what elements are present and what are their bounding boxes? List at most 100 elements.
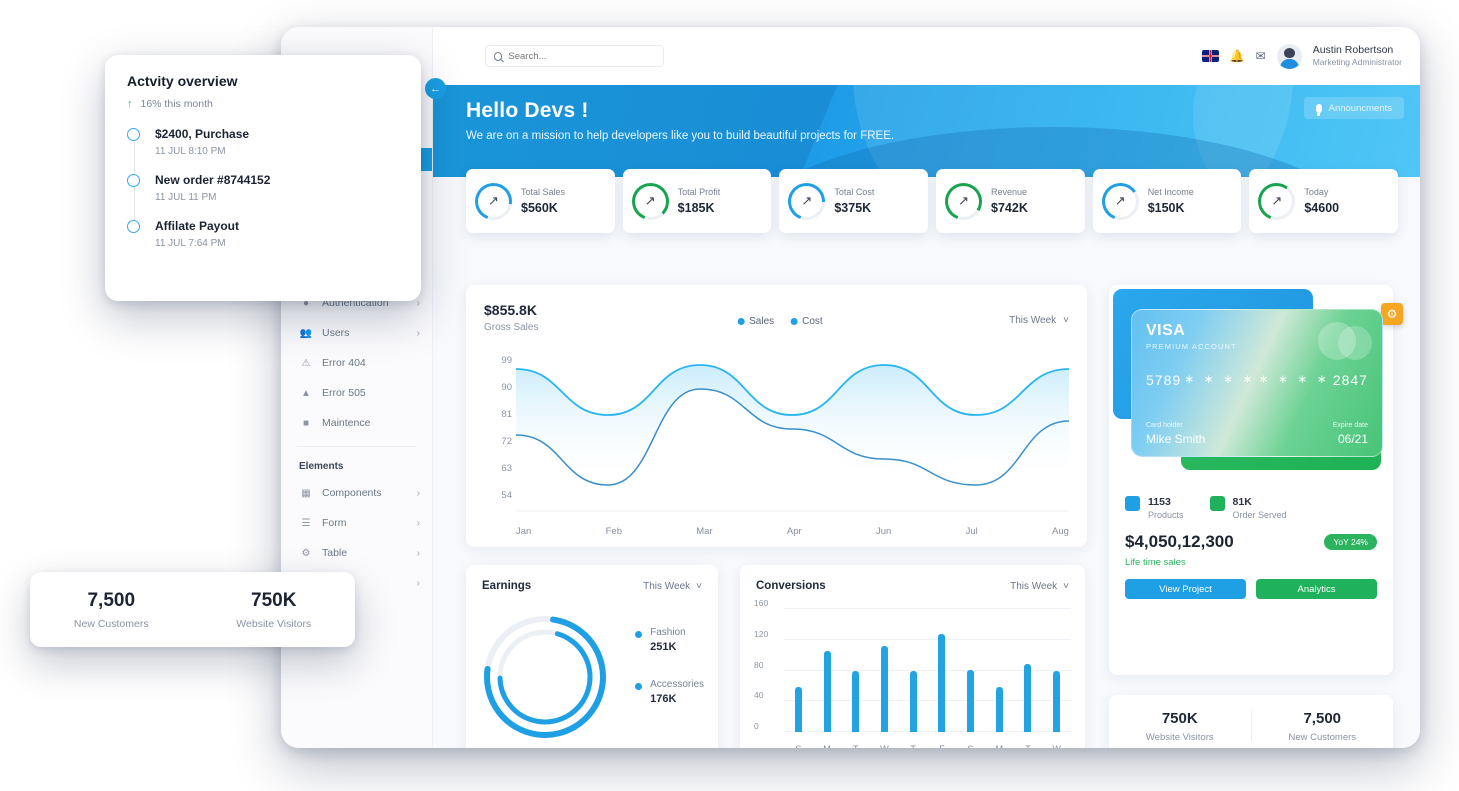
- announcements-label: Announcments: [1328, 102, 1392, 114]
- uk-flag-icon[interactable]: [1201, 50, 1219, 62]
- sidebar-item-error-505[interactable]: ▲ Error 505: [281, 378, 432, 408]
- view-project-button[interactable]: View Project: [1125, 579, 1246, 599]
- y-tick-label: 72: [501, 436, 512, 447]
- bar[interactable]: [938, 633, 946, 732]
- bar[interactable]: [794, 687, 802, 732]
- card-expiry: Expire date 06/21: [1333, 422, 1368, 446]
- lifetime-sales-label: Life time sales: [1125, 557, 1186, 568]
- activity-trend: ↑ 16% this month: [127, 98, 399, 110]
- kpi-label: Products: [1148, 510, 1184, 520]
- list-item[interactable]: $2400, Purchase 11 JUL 8:10 PM: [127, 127, 399, 157]
- chevron-right-icon: ›: [416, 517, 420, 529]
- x-tick-label: M: [996, 744, 1004, 748]
- card-footer: Card holder Mike Smith Expire date 06/21: [1146, 422, 1368, 446]
- mini-stats-card: 750K Website Visitors 7,500 New Customer…: [1109, 695, 1393, 748]
- list-item[interactable]: Affilate Payout 11 JUL 7:64 PM: [127, 219, 399, 249]
- announcements-button[interactable]: Announcments: [1303, 97, 1404, 119]
- sidebar-item-error-404[interactable]: ⚠ Error 404: [281, 348, 432, 378]
- stat-label: Today: [1304, 187, 1329, 197]
- conversions-period-selector[interactable]: This Week ˅: [1010, 581, 1069, 592]
- gridline: [784, 669, 1071, 671]
- x-tick-label: W: [880, 744, 889, 748]
- activity-overview-card: Actvity overview ↑ 16% this month $2400,…: [105, 55, 421, 301]
- stat-card[interactable]: ↗ Total Cost $375K: [779, 169, 929, 233]
- arrow-up-icon: ↑: [127, 98, 133, 110]
- bar[interactable]: [995, 687, 1003, 732]
- x-tick-label: Jan: [516, 526, 532, 537]
- mini-stat-customers: 7,500 New Customers: [1252, 710, 1394, 743]
- y-tick-label: 90: [501, 382, 512, 393]
- earnings-header: Earnings This Week ˅: [482, 580, 702, 592]
- legend-label: Cost: [802, 316, 823, 327]
- bell-icon[interactable]: 🔔: [1229, 49, 1245, 63]
- gridline: [784, 608, 1071, 609]
- envelope-icon[interactable]: ✉: [1255, 49, 1266, 63]
- arrow-up-right-icon: ↗: [1114, 193, 1126, 208]
- bar[interactable]: [852, 670, 860, 732]
- earnings-period-selector[interactable]: This Week ˅: [643, 581, 702, 592]
- stat-value: $185K: [677, 201, 715, 215]
- stat-card[interactable]: ↗ Today $4600: [1249, 169, 1399, 233]
- progress-ring: ↗: [788, 182, 826, 220]
- sidebar-item-form[interactable]: ☰ Form ›: [281, 508, 432, 538]
- bar[interactable]: [967, 669, 975, 732]
- gross-sales-label: Gross Sales: [484, 322, 539, 333]
- lifetime-sales-value: $4,050,12,300: [1125, 532, 1234, 551]
- form-icon: ☰: [301, 517, 311, 529]
- bar[interactable]: [823, 651, 831, 732]
- stat-card[interactable]: ↗ Total Sales $560K: [466, 169, 615, 233]
- card-bubble: [1318, 322, 1356, 360]
- stat-label: Total Profit: [677, 187, 721, 197]
- hero-shape: [853, 85, 1293, 177]
- mini-stat-value: 750K: [1161, 709, 1198, 727]
- avatar[interactable]: [1276, 43, 1302, 69]
- sidebar-item-maintence[interactable]: ■ Maintence: [281, 408, 432, 438]
- search-box[interactable]: [485, 45, 664, 67]
- y-axis-labels: 99 90 81 72 63 54: [482, 355, 512, 517]
- card-holder-name: Mike Smith: [1146, 432, 1206, 446]
- sidebar-item-label: Form: [322, 517, 347, 529]
- gross-period-selector[interactable]: This Week ˅: [1009, 315, 1069, 326]
- stat-card[interactable]: ↗ Total Profit $185K: [622, 169, 772, 233]
- sidebar-item-extra[interactable]: ›: [281, 568, 432, 598]
- bar[interactable]: [1053, 670, 1061, 732]
- x-tick-label: F: [939, 744, 945, 748]
- card-holder: Card holder Mike Smith: [1146, 422, 1205, 446]
- legend-item-sales: Sales: [737, 316, 774, 327]
- bar-chart-plot: 0 40 80 120 160 S M T W T F S M T W: [754, 598, 1071, 748]
- stat-card[interactable]: ↗ Net Income $150K: [1092, 169, 1242, 233]
- bar[interactable]: [909, 670, 917, 732]
- x-tick-label: S: [795, 744, 801, 748]
- back-button[interactable]: ←: [425, 78, 446, 99]
- list-item[interactable]: New order #8744152 11 JUL 11 PM: [127, 173, 399, 203]
- sidebar-item-components[interactable]: ▦ Components ›: [281, 478, 432, 508]
- x-tick-label: T: [910, 744, 916, 748]
- progress-ring: ↗: [475, 182, 512, 220]
- sidebar-item-users[interactable]: 👥 Users ›: [281, 318, 432, 348]
- analytics-button[interactable]: Analytics: [1256, 579, 1377, 599]
- x-tick-label: T: [1025, 744, 1031, 748]
- legend-label: Accessories: [650, 679, 704, 690]
- alert-circle-icon: ⚠: [301, 357, 311, 369]
- gear-icon[interactable]: ⚙: [1381, 303, 1403, 325]
- users-icon: 👥: [299, 327, 313, 339]
- stat-card[interactable]: ↗ Revenue $742K: [936, 169, 1085, 233]
- earnings-title: Earnings: [482, 580, 532, 592]
- legend-value: 176K: [650, 693, 677, 705]
- float-stat-customers: 7,500 New Customers: [30, 590, 193, 630]
- bar[interactable]: [1024, 664, 1032, 732]
- card-number-mask: ∗ ∗ ∗ ∗: [1184, 372, 1256, 386]
- activity-item-date: 11 JUL 8:10 PM: [155, 146, 226, 157]
- y-tick-label: 99: [501, 355, 512, 366]
- y-tick-label: 120: [754, 628, 769, 639]
- bar[interactable]: [880, 645, 888, 732]
- components-icon: ▦: [301, 487, 311, 499]
- conversions-card: Conversions This Week ˅ 0 40 80 120 160 S M T W T…: [740, 565, 1085, 748]
- hero-shape: [1193, 85, 1420, 177]
- kpi-value: 81K: [1232, 496, 1252, 508]
- sidebar-item-label: Maintence: [322, 417, 371, 429]
- search-input[interactable]: [508, 50, 655, 62]
- legend-value: 251K: [650, 641, 677, 653]
- sidebar-item-table[interactable]: ⚙ Table ›: [281, 538, 432, 568]
